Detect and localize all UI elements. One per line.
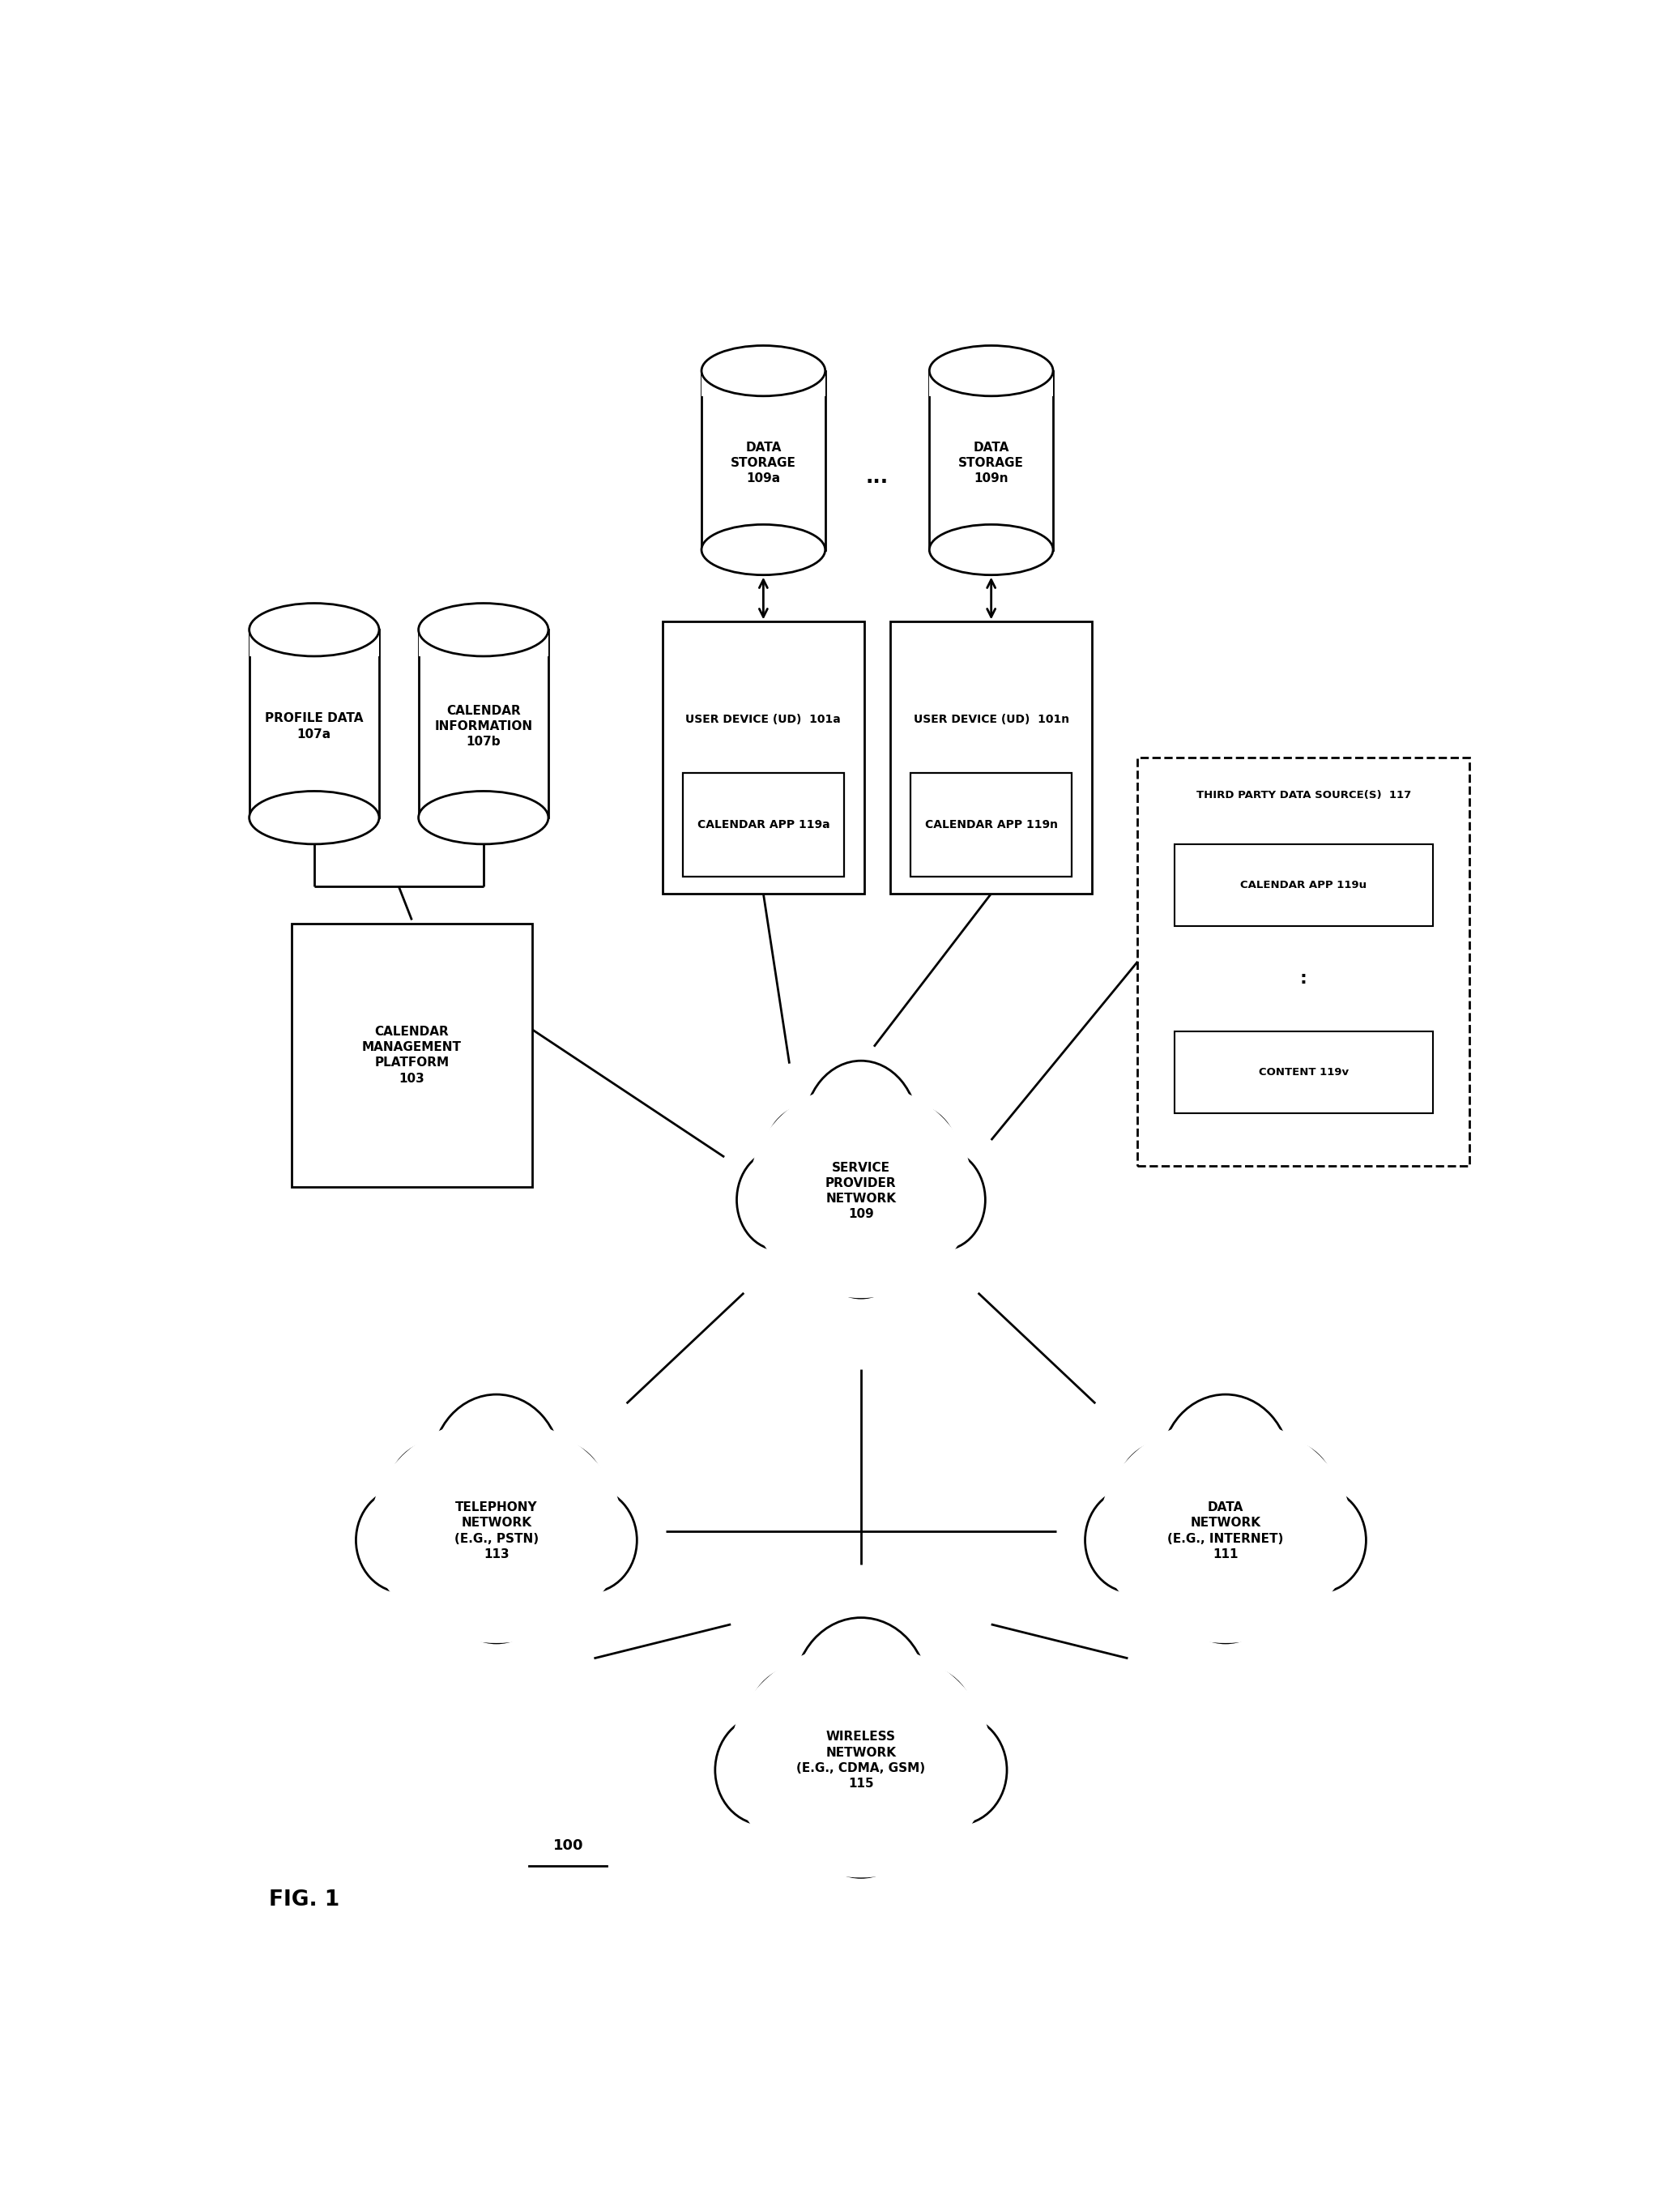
Ellipse shape: [1226, 1512, 1327, 1624]
Bar: [911, 772, 1072, 876]
Bar: [929, 371, 1053, 550]
Ellipse shape: [716, 1715, 813, 1825]
Ellipse shape: [929, 346, 1053, 395]
Ellipse shape: [370, 1419, 623, 1642]
Ellipse shape: [870, 1666, 976, 1783]
Ellipse shape: [1171, 1523, 1280, 1642]
Text: CONTENT 119v: CONTENT 119v: [1258, 1066, 1349, 1077]
Ellipse shape: [1235, 1441, 1336, 1554]
Ellipse shape: [356, 1488, 450, 1593]
Ellipse shape: [1085, 1488, 1179, 1593]
Ellipse shape: [862, 1174, 951, 1280]
Text: DATA
STORAGE
109n: DATA STORAGE 109n: [959, 441, 1023, 483]
Text: DATA
STORAGE
109a: DATA STORAGE 109a: [731, 441, 796, 483]
Ellipse shape: [909, 1715, 1006, 1825]
Ellipse shape: [902, 1150, 984, 1249]
Ellipse shape: [1116, 1441, 1216, 1554]
Ellipse shape: [1272, 1488, 1366, 1593]
Text: 100: 100: [553, 1838, 583, 1852]
Ellipse shape: [1099, 1419, 1352, 1642]
Ellipse shape: [249, 790, 380, 843]
Ellipse shape: [395, 1512, 497, 1624]
Ellipse shape: [771, 1174, 862, 1280]
Ellipse shape: [506, 1441, 606, 1554]
Ellipse shape: [764, 1106, 853, 1212]
Bar: [1174, 845, 1433, 927]
Ellipse shape: [249, 603, 380, 655]
Ellipse shape: [805, 1062, 917, 1196]
Bar: [702, 371, 825, 550]
Ellipse shape: [795, 1618, 927, 1766]
Ellipse shape: [729, 1642, 993, 1878]
Bar: [662, 622, 864, 894]
Text: USER DEVICE (UD)  101a: USER DEVICE (UD) 101a: [685, 713, 842, 726]
Ellipse shape: [862, 1741, 966, 1858]
Ellipse shape: [702, 525, 825, 576]
Text: CALENDAR APP 119a: CALENDAR APP 119a: [697, 819, 830, 830]
Bar: [1137, 757, 1470, 1165]
Bar: [291, 923, 533, 1187]
Text: :: :: [1300, 971, 1307, 987]
Ellipse shape: [746, 1666, 852, 1783]
Ellipse shape: [386, 1441, 487, 1554]
Bar: [418, 629, 548, 655]
Ellipse shape: [1161, 1395, 1290, 1536]
Text: CALENDAR
INFORMATION
107b: CALENDAR INFORMATION 107b: [435, 704, 533, 748]
Text: SERVICE
PROVIDER
NETWORK
109: SERVICE PROVIDER NETWORK 109: [825, 1161, 897, 1220]
Ellipse shape: [442, 1523, 551, 1642]
Text: THIRD PARTY DATA SOURCE(S)  117: THIRD PARTY DATA SOURCE(S) 117: [1196, 790, 1411, 801]
Ellipse shape: [749, 1084, 973, 1298]
Bar: [249, 629, 380, 655]
Bar: [682, 772, 843, 876]
Bar: [702, 369, 825, 395]
Bar: [418, 629, 548, 817]
Text: ...: ...: [865, 468, 889, 488]
Bar: [890, 622, 1092, 894]
Text: FIG. 1: FIG. 1: [269, 1889, 339, 1911]
Text: CALENDAR APP 119n: CALENDAR APP 119n: [924, 819, 1058, 830]
Bar: [929, 369, 1053, 395]
Text: USER DEVICE (UD)  101n: USER DEVICE (UD) 101n: [914, 713, 1068, 726]
Ellipse shape: [418, 790, 548, 843]
Text: DATA
NETWORK
(E.G., INTERNET)
111: DATA NETWORK (E.G., INTERNET) 111: [1168, 1501, 1284, 1560]
Bar: [249, 629, 380, 817]
Ellipse shape: [418, 603, 548, 655]
Text: PROFILE DATA
107a: PROFILE DATA 107a: [265, 713, 363, 739]
Ellipse shape: [805, 1752, 917, 1878]
Text: TELEPHONY
NETWORK
(E.G., PSTN)
113: TELEPHONY NETWORK (E.G., PSTN) 113: [454, 1501, 539, 1560]
Text: WIRELESS
NETWORK
(E.G., CDMA, GSM)
115: WIRELESS NETWORK (E.G., CDMA, GSM) 115: [796, 1730, 926, 1790]
Text: CALENDAR
MANAGEMENT
PLATFORM
103: CALENDAR MANAGEMENT PLATFORM 103: [361, 1026, 462, 1084]
Text: CALENDAR APP 119u: CALENDAR APP 119u: [1240, 881, 1368, 889]
Ellipse shape: [813, 1183, 909, 1298]
Ellipse shape: [497, 1512, 598, 1624]
Ellipse shape: [1124, 1512, 1226, 1624]
Ellipse shape: [702, 346, 825, 395]
Ellipse shape: [738, 1150, 820, 1249]
Ellipse shape: [756, 1741, 862, 1858]
Ellipse shape: [543, 1488, 637, 1593]
Ellipse shape: [929, 525, 1053, 576]
Bar: [1174, 1031, 1433, 1112]
Ellipse shape: [869, 1106, 958, 1212]
Ellipse shape: [432, 1395, 561, 1536]
